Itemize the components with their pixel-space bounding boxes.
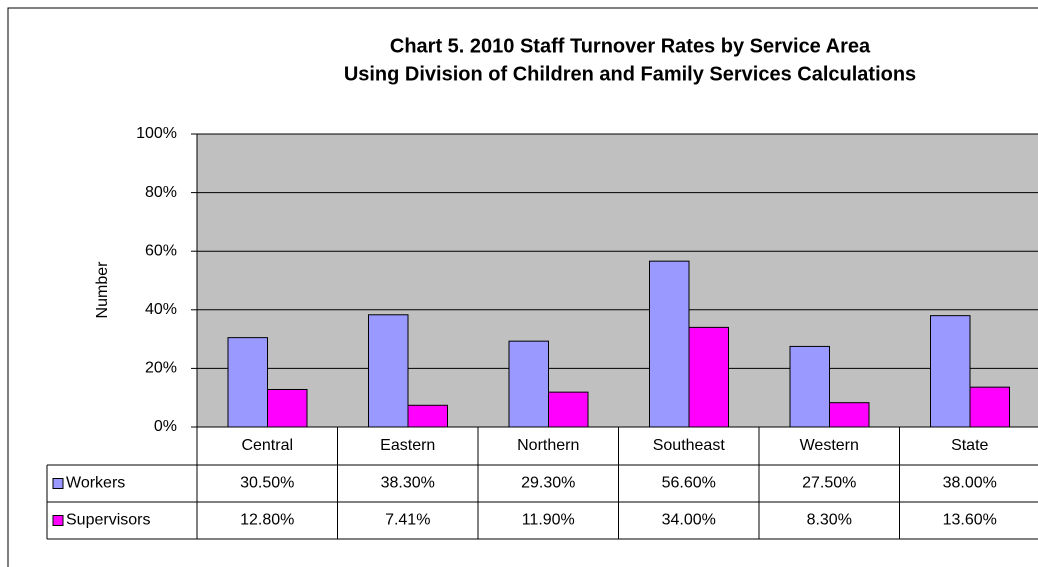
legend-key (52, 515, 64, 526)
chart-subtitle: Using Division of Children and Family Se… (344, 63, 916, 85)
table-value: 56.60% (662, 475, 716, 492)
y-tick-label: 40% (145, 301, 177, 318)
y-tick-label: 20% (145, 360, 177, 377)
y-tick-label: 0% (154, 418, 177, 435)
table-value: 38.30% (381, 475, 435, 492)
bar (368, 314, 409, 428)
plot-area (196, 133, 1038, 428)
x-tick-label: Western (800, 437, 859, 454)
bar (829, 402, 870, 428)
legend-key (52, 478, 64, 489)
table-value: 7.41% (385, 512, 430, 529)
table-value: 38.00% (943, 475, 997, 492)
y-tick-label: 60% (145, 242, 177, 259)
y-tick-label: 100% (136, 125, 177, 142)
x-tick-label: Eastern (380, 437, 435, 454)
table-value: 13.60% (943, 512, 997, 529)
table-value: 12.80% (240, 512, 294, 529)
bar (548, 391, 589, 428)
table-value: 29.30% (521, 475, 575, 492)
bar (649, 260, 690, 428)
x-tick-label: State (951, 437, 988, 454)
x-tick-label: Central (241, 437, 293, 454)
chart-title: Chart 5. 2010 Staff Turnover Rates by Se… (390, 35, 871, 57)
bar (407, 404, 448, 428)
bar (688, 326, 729, 428)
table-value: 34.00% (662, 512, 716, 529)
table-value: 8.30% (807, 512, 852, 529)
legend-label: Supervisors (66, 512, 150, 529)
table-value: 11.90% (522, 512, 575, 529)
table-value: 27.50% (802, 475, 856, 492)
table-value: 30.50% (240, 475, 294, 492)
bar (508, 340, 549, 428)
y-axis-label: Number (94, 261, 111, 319)
bar (227, 337, 268, 428)
bar (267, 388, 308, 428)
bar (969, 386, 1010, 428)
x-tick-label: Northern (517, 437, 579, 454)
bar (789, 345, 830, 428)
y-tick-label: 80% (145, 184, 177, 201)
legend-label: Workers (66, 475, 125, 492)
bar (930, 315, 971, 428)
x-tick-label: Southeast (653, 437, 726, 454)
